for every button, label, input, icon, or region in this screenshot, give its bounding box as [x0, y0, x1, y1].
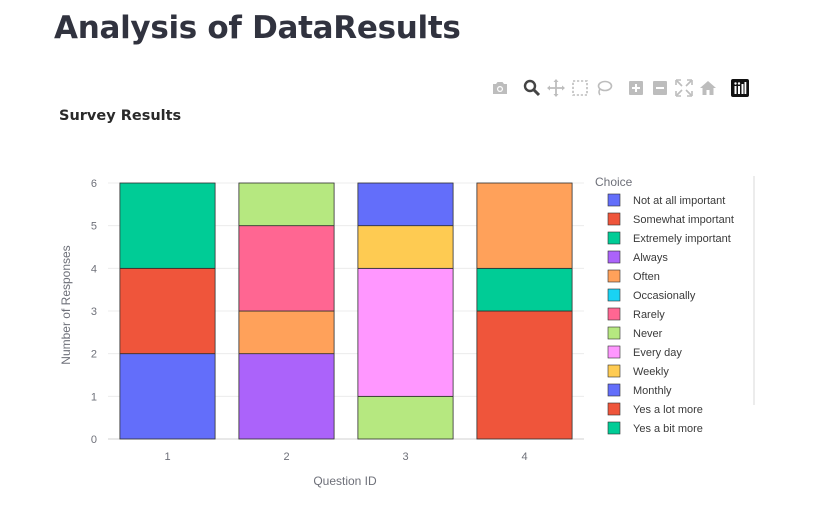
legend-item[interactable]: Monthly: [607, 383, 672, 397]
legend-swatch: [607, 364, 621, 378]
legend-swatch: [607, 250, 621, 264]
y-tick-labels: 0 1 2 3 4 5 6: [91, 178, 97, 446]
page-title: Analysis of DataResults: [54, 10, 461, 46]
y-tick-label: 0: [91, 434, 97, 446]
legend-swatch: [607, 383, 621, 397]
x-tick-label: 2: [283, 451, 289, 463]
x-axis-title: Question ID: [313, 474, 377, 488]
bars: [119, 182, 573, 440]
y-tick-label: 4: [91, 263, 97, 275]
bar-segment[interactable]: [119, 267, 216, 355]
y-tick-label: 3: [91, 306, 97, 318]
legend-item[interactable]: Yes a lot more: [607, 402, 703, 416]
bar-segment[interactable]: [357, 267, 454, 397]
plotly-logo-icon[interactable]: [730, 78, 750, 98]
legend-label: Occasionally: [633, 290, 696, 302]
legend-swatch: [607, 421, 621, 435]
lasso-select-icon[interactable]: [594, 78, 614, 98]
y-tick-label: 6: [91, 178, 97, 190]
legend-label: Not at all important: [633, 195, 725, 207]
legend-label: Monthly: [633, 385, 672, 397]
legend-swatch: [607, 269, 621, 283]
legend-item[interactable]: Every day: [607, 345, 682, 359]
bar-segment[interactable]: [476, 267, 573, 312]
bar-segment[interactable]: [238, 353, 335, 440]
pan-icon[interactable]: [546, 78, 566, 98]
legend-label: Yes a bit more: [633, 423, 703, 435]
legend-swatch: [607, 307, 621, 321]
chart-title: Survey Results: [59, 108, 181, 124]
legend-swatch: [607, 231, 621, 245]
x-tick-label: 4: [521, 451, 527, 463]
y-tick-label: 1: [91, 391, 97, 403]
legend-title: Choice: [595, 175, 633, 189]
legend-item[interactable]: Occasionally: [607, 288, 696, 302]
bar-segment[interactable]: [238, 310, 335, 355]
x-tick-label: 3: [402, 451, 408, 463]
x-tick-label: 1: [164, 451, 170, 463]
legend-item[interactable]: Not at all important: [607, 193, 725, 207]
legend-item[interactable]: Weekly: [607, 364, 669, 378]
y-axis-title: Number of Responses: [59, 245, 73, 364]
zoom-out-icon[interactable]: [650, 78, 670, 98]
legend-item[interactable]: Never: [607, 326, 663, 340]
bar-segment[interactable]: [476, 310, 573, 440]
bar-segment[interactable]: [119, 182, 216, 269]
legend-label: Extremely important: [633, 233, 731, 245]
box-select-icon[interactable]: [570, 78, 590, 98]
legend-label: Always: [633, 252, 668, 264]
legend-label: Yes a lot more: [633, 404, 703, 416]
legend-swatch: [607, 193, 621, 207]
legend-item[interactable]: Extremely important: [607, 231, 731, 245]
autoscale-icon[interactable]: [674, 78, 694, 98]
legend-item[interactable]: Somewhat important: [607, 212, 734, 226]
zoom-icon[interactable]: [522, 78, 542, 98]
camera-icon[interactable]: [490, 78, 510, 98]
legend-label: Somewhat important: [633, 214, 734, 226]
x-tick-labels: 1 2 3 4: [164, 451, 527, 463]
bar-segment[interactable]: [476, 182, 573, 269]
bar-segment[interactable]: [238, 225, 335, 312]
y-tick-label: 5: [91, 221, 97, 233]
legend-item[interactable]: Rarely: [607, 307, 665, 321]
legend-swatch: [607, 212, 621, 226]
legend-label: Rarely: [633, 309, 665, 321]
legend-swatch: [607, 326, 621, 340]
bar-segment[interactable]: [357, 225, 454, 269]
reset-axes-icon[interactable]: [698, 78, 718, 98]
bar-segment[interactable]: [119, 353, 216, 440]
legend-label: Every day: [633, 347, 682, 359]
legend-item[interactable]: Often: [607, 269, 660, 283]
legend-label: Never: [633, 328, 663, 340]
bar-segment[interactable]: [238, 182, 335, 227]
y-tick-label: 2: [91, 349, 97, 361]
legend-swatch: [607, 402, 621, 416]
legend-item[interactable]: Always: [607, 250, 668, 264]
bar-segment[interactable]: [357, 182, 454, 227]
legend-label: Weekly: [633, 366, 669, 378]
legend-label: Often: [633, 271, 660, 283]
legend-swatch: [607, 345, 621, 359]
bar-segment[interactable]: [357, 395, 454, 440]
legend-item[interactable]: Yes a bit more: [607, 421, 703, 435]
legend[interactable]: Choice Not at all important Somewhat impo…: [595, 175, 755, 435]
zoom-in-icon[interactable]: [626, 78, 646, 98]
legend-swatch: [607, 288, 621, 302]
